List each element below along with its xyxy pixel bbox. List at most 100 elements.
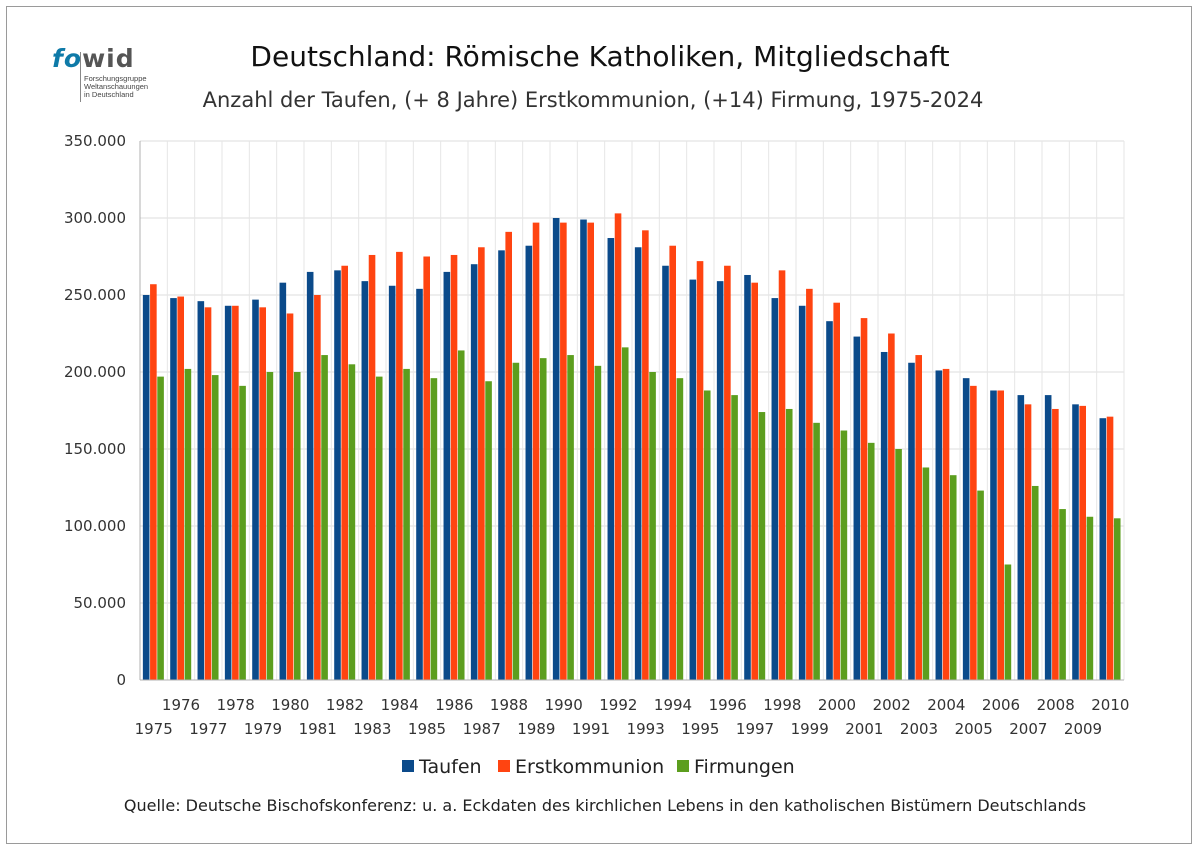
bar-firmungen-1997	[758, 412, 766, 680]
bar-erstkommunion-1979	[259, 307, 266, 680]
bar-firmungen-1988	[512, 362, 520, 680]
bar-taufen-2001	[853, 336, 861, 680]
x-tick-label: 2001	[845, 720, 883, 738]
bar-firmungen-2001	[867, 442, 875, 680]
y-tick-label: 200.000	[64, 363, 126, 381]
bar-taufen-2006	[990, 390, 997, 680]
bar-firmungen-1994	[676, 378, 684, 680]
bar-erstkommunion-2002	[888, 333, 895, 680]
bar-taufen-2009	[1072, 404, 1079, 680]
bar-taufen-2007	[1017, 395, 1025, 680]
x-tick-label: 1990	[545, 696, 583, 714]
bar-taufen-1994	[662, 265, 669, 680]
bar-firmungen-1979	[266, 372, 274, 680]
bar-firmungen-1986	[457, 350, 465, 680]
bar-firmungen-2000	[840, 430, 848, 680]
bar-erstkommunion-2006	[997, 390, 1004, 680]
bar-firmungen-2005	[977, 490, 984, 680]
bar-erstkommunion-1996	[724, 265, 731, 680]
bar-taufen-1991	[580, 219, 587, 681]
bar-firmungen-1978	[239, 385, 246, 680]
bar-taufen-1984	[388, 285, 396, 680]
x-tick-label: 1975	[135, 720, 173, 738]
bar-firmungen-1998	[785, 408, 793, 680]
bar-taufen-1981	[306, 271, 314, 680]
bar-taufen-1996	[716, 281, 724, 680]
bar-erstkommunion-1977	[204, 307, 212, 680]
bar-erstkommunion-1997	[751, 282, 758, 680]
bar-erstkommunion-2005	[970, 385, 977, 680]
bar-taufen-2010	[1099, 418, 1107, 680]
bar-firmungen-1990	[567, 355, 574, 680]
bar-erstkommunion-1982	[341, 265, 348, 680]
bar-firmungen-1991	[594, 365, 602, 680]
bar-taufen-2008	[1044, 395, 1052, 680]
x-tick-label: 2002	[873, 696, 911, 714]
legend-label-taufen: Taufen	[418, 756, 482, 778]
bar-erstkommunion-1980	[286, 313, 294, 680]
bar-erstkommunion-2010	[1106, 416, 1114, 680]
x-tick-label: 1987	[463, 720, 501, 738]
x-tick-label: 1992	[599, 696, 637, 714]
logo-wordmark: fowid	[52, 44, 135, 73]
x-tick-label: 2007	[1009, 720, 1047, 738]
bar-firmungen-1993	[649, 372, 656, 680]
x-tick-label: 1995	[681, 720, 719, 738]
x-tick-label: 1996	[709, 696, 747, 714]
bar-firmungen-1999	[813, 422, 820, 680]
x-tick-label: 1989	[517, 720, 555, 738]
bar-taufen-1998	[771, 298, 779, 680]
bar-erstkommunion-2008	[1052, 408, 1059, 680]
logo-divider	[80, 52, 81, 102]
bar-erstkommunion-1987	[478, 247, 485, 680]
bar-taufen-1989	[525, 245, 533, 680]
bar-taufen-1986	[443, 271, 451, 680]
bar-erstkommunion-1985	[423, 256, 430, 680]
legend-swatch-firmungen	[677, 760, 689, 772]
y-tick-label: 100.000	[64, 517, 126, 535]
bar-firmungen-2010	[1113, 518, 1121, 680]
bar-erstkommunion-1995	[696, 261, 704, 680]
bar-taufen-1999	[798, 305, 806, 680]
bar-erstkommunion-2003	[915, 355, 922, 680]
x-tick-label: 1991	[572, 720, 610, 738]
x-tick-label: 1980	[271, 696, 309, 714]
bar-erstkommunion-1999	[806, 288, 813, 680]
x-tick-label: 1998	[763, 696, 801, 714]
x-tick-label: 2008	[1037, 696, 1075, 714]
y-tick-label: 0	[116, 671, 126, 689]
bar-taufen-2002	[880, 351, 888, 680]
bar-erstkommunion-2004	[942, 368, 950, 680]
bar-firmungen-2008	[1059, 509, 1066, 680]
legend-label-firmungen: Firmungen	[694, 756, 795, 778]
bar-taufen-2004	[935, 370, 943, 680]
bar-taufen-1982	[334, 270, 341, 680]
x-tick-label: 2005	[955, 720, 993, 738]
bar-erstkommunion-1983	[368, 254, 376, 680]
bar-erstkommunion-1992	[614, 213, 622, 680]
bar-erstkommunion-1984	[396, 251, 403, 680]
bar-erstkommunion-1991	[587, 222, 594, 680]
y-tick-label: 250.000	[64, 286, 126, 304]
legend-swatch-taufen	[402, 760, 414, 772]
x-tick-label: 1981	[299, 720, 337, 738]
bar-taufen-1983	[361, 281, 369, 680]
x-tick-label: 1984	[381, 696, 419, 714]
bar-firmungen-1977	[211, 375, 219, 680]
bar-firmungen-2009	[1086, 516, 1094, 680]
bar-erstkommunion-1975	[150, 284, 157, 680]
x-tick-label: 2009	[1064, 720, 1102, 738]
bar-firmungen-1985	[430, 378, 438, 680]
bar-firmungen-2007	[1031, 485, 1039, 680]
bar-taufen-1979	[252, 299, 259, 680]
x-tick-label: 1999	[791, 720, 829, 738]
x-tick-label: 1988	[490, 696, 528, 714]
bar-taufen-1993	[634, 247, 642, 680]
x-tick-label: 1993	[627, 720, 665, 738]
x-tick-label: 1982	[326, 696, 364, 714]
bar-firmungen-2004	[949, 475, 957, 680]
bar-erstkommunion-1986	[450, 254, 458, 680]
bar-erstkommunion-2000	[833, 302, 840, 680]
x-tick-label: 1985	[408, 720, 446, 738]
bar-taufen-2003	[908, 362, 915, 680]
